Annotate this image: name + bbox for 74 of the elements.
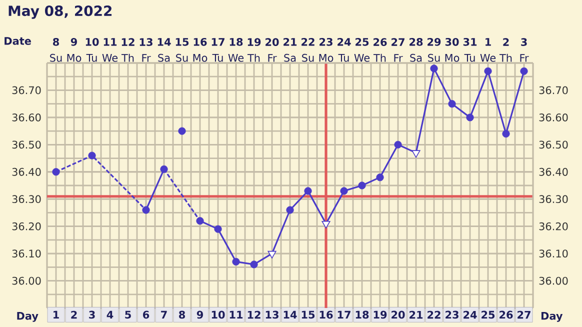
x-tick-label: 14 <box>284 310 297 319</box>
x2-tick-label: 27 Fr <box>392 38 404 62</box>
y2-tick-label: 36.20 <box>539 222 568 230</box>
x2-tick-label: 20 Fr <box>266 38 279 62</box>
x-tick-label: 18 <box>356 310 369 319</box>
x2-tick-label: 12 Th <box>121 38 134 62</box>
x2-tick-label: 13 Fr <box>140 38 152 62</box>
x-tick-label: 20 <box>392 310 405 319</box>
x-tick-label: 8 <box>179 310 185 319</box>
x2-tick-label: 23 Mo <box>319 38 334 62</box>
x-tick-label: 12 <box>248 310 260 319</box>
y-tick-label: 36.10 <box>12 250 41 258</box>
x-tick-label: 7 <box>161 310 167 319</box>
x-tick-label: 3 <box>89 310 95 319</box>
x-tick-label: 1 <box>54 310 59 319</box>
y-tick-label: 36.30 <box>12 195 41 204</box>
x-axis-title: Day <box>541 312 563 322</box>
x-tick-label: 25 <box>482 310 495 319</box>
x-tick-label: 26 <box>500 310 513 319</box>
chart-title: May 08, 2022 <box>8 6 112 19</box>
x2-tick-label: 15 Su <box>176 38 189 62</box>
x2-axis-title: Date <box>4 37 31 45</box>
x2-tick-label: 18 We <box>228 38 244 62</box>
x2-tick-label: 22 Su <box>302 38 314 62</box>
x-tick-label: 19 <box>374 310 387 319</box>
y2-tick-label: 36.10 <box>539 250 568 258</box>
x-tick-label: 5 <box>125 310 131 319</box>
x2-tick-label: 14 Sa <box>158 38 171 62</box>
y2-tick-label: 36.30 <box>539 195 568 204</box>
x2-tick-label: 3 Fr <box>520 38 529 62</box>
y-tick-label: 36.70 <box>12 86 41 94</box>
x-tick-label: 23 <box>446 310 458 319</box>
y2-tick-label: 36.70 <box>539 86 568 94</box>
x-tick-label: 10 <box>212 310 225 319</box>
x-tick-label: 2 <box>71 310 77 319</box>
y-tick-label: 36.50 <box>12 140 41 149</box>
x-tick-label: 6 <box>143 310 150 319</box>
x-tick-label: 15 <box>302 310 315 319</box>
x2-tick-label: 8 Su <box>50 38 62 62</box>
x2-tick-label: 21 Sa <box>284 38 297 62</box>
x2-tick-label: 29 Su <box>428 38 441 62</box>
text: Day <box>17 312 38 322</box>
x2-tick-label: 19 Th <box>247 38 261 62</box>
x-tick-label: 9 <box>196 310 203 319</box>
y2-tick-label: 36.40 <box>539 168 568 176</box>
x-tick-label: 16 <box>320 310 333 319</box>
y-tick-label: 36.00 <box>12 276 41 285</box>
x2-tick-label: 24 Tu <box>338 38 351 62</box>
x-tick-label: 13 <box>266 310 278 319</box>
y2-tick-label: 36.00 <box>539 276 568 285</box>
x-tick-label: 24 <box>464 310 477 319</box>
x2-tick-label: 10 Tu <box>86 38 99 62</box>
y2-tick-label: 36.60 <box>539 113 568 122</box>
x-tick-label: 4 <box>106 310 114 319</box>
x-tick-label: 21 <box>410 310 423 319</box>
x2-tick-label: 17 Tu <box>212 38 224 62</box>
x-tick-label: 27 <box>518 310 530 319</box>
y-tick-label: 36.40 <box>12 168 41 176</box>
x2-tick-label: 16 Mo <box>193 38 208 62</box>
x2-tick-label: 30 Mo <box>445 38 460 62</box>
x2-tick-label: 9 Mo <box>67 38 82 62</box>
x-tick-label: 17 <box>338 310 350 319</box>
y-tick-label: 36.20 <box>12 222 41 230</box>
x2-tick-label: 11 We <box>102 38 118 62</box>
x2-tick-label: 26 Th <box>373 38 387 62</box>
y2-tick-label: 36.50 <box>539 140 568 149</box>
x2-tick-label: 2 Th <box>499 38 512 62</box>
x2-tick-label: 25 We <box>354 38 370 62</box>
y-tick-label: 36.60 <box>12 113 41 122</box>
x-tick-label: 22 <box>428 310 440 319</box>
x2-tick-label: 1 We <box>480 38 496 62</box>
x-tick-label: 11 <box>230 310 243 319</box>
x2-tick-label: 28 Sa <box>410 38 423 62</box>
x2-tick-label: 31 Tu <box>463 38 477 62</box>
